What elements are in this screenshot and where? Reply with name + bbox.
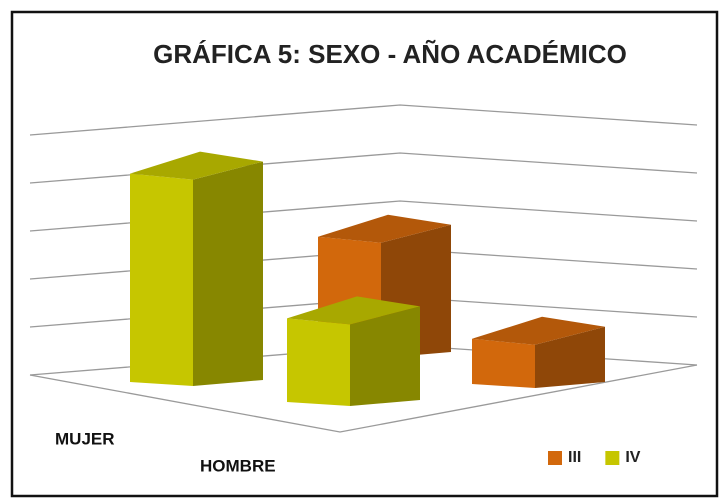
floor-edge	[29, 364, 698, 433]
category-label: HOMBRE	[200, 456, 276, 475]
bar-front	[472, 338, 535, 388]
legend-label: IV	[625, 449, 640, 466]
bar-front	[287, 318, 350, 406]
bar-side	[535, 326, 605, 388]
bar-side	[350, 306, 420, 406]
bar-top	[130, 151, 263, 180]
grid-line	[29, 104, 698, 136]
legend-swatch	[548, 451, 562, 465]
bar-top	[318, 214, 451, 243]
chart-title: GRÁFICA 5: SEXO - AÑO ACADÉMICO	[153, 39, 627, 69]
bar-front	[130, 173, 193, 386]
bar-top	[287, 296, 420, 325]
legend-swatch	[605, 451, 620, 465]
bar-top	[472, 316, 605, 345]
legend-label: III	[568, 449, 581, 466]
category-label: MUJER	[55, 429, 115, 448]
bar-side	[193, 161, 263, 386]
